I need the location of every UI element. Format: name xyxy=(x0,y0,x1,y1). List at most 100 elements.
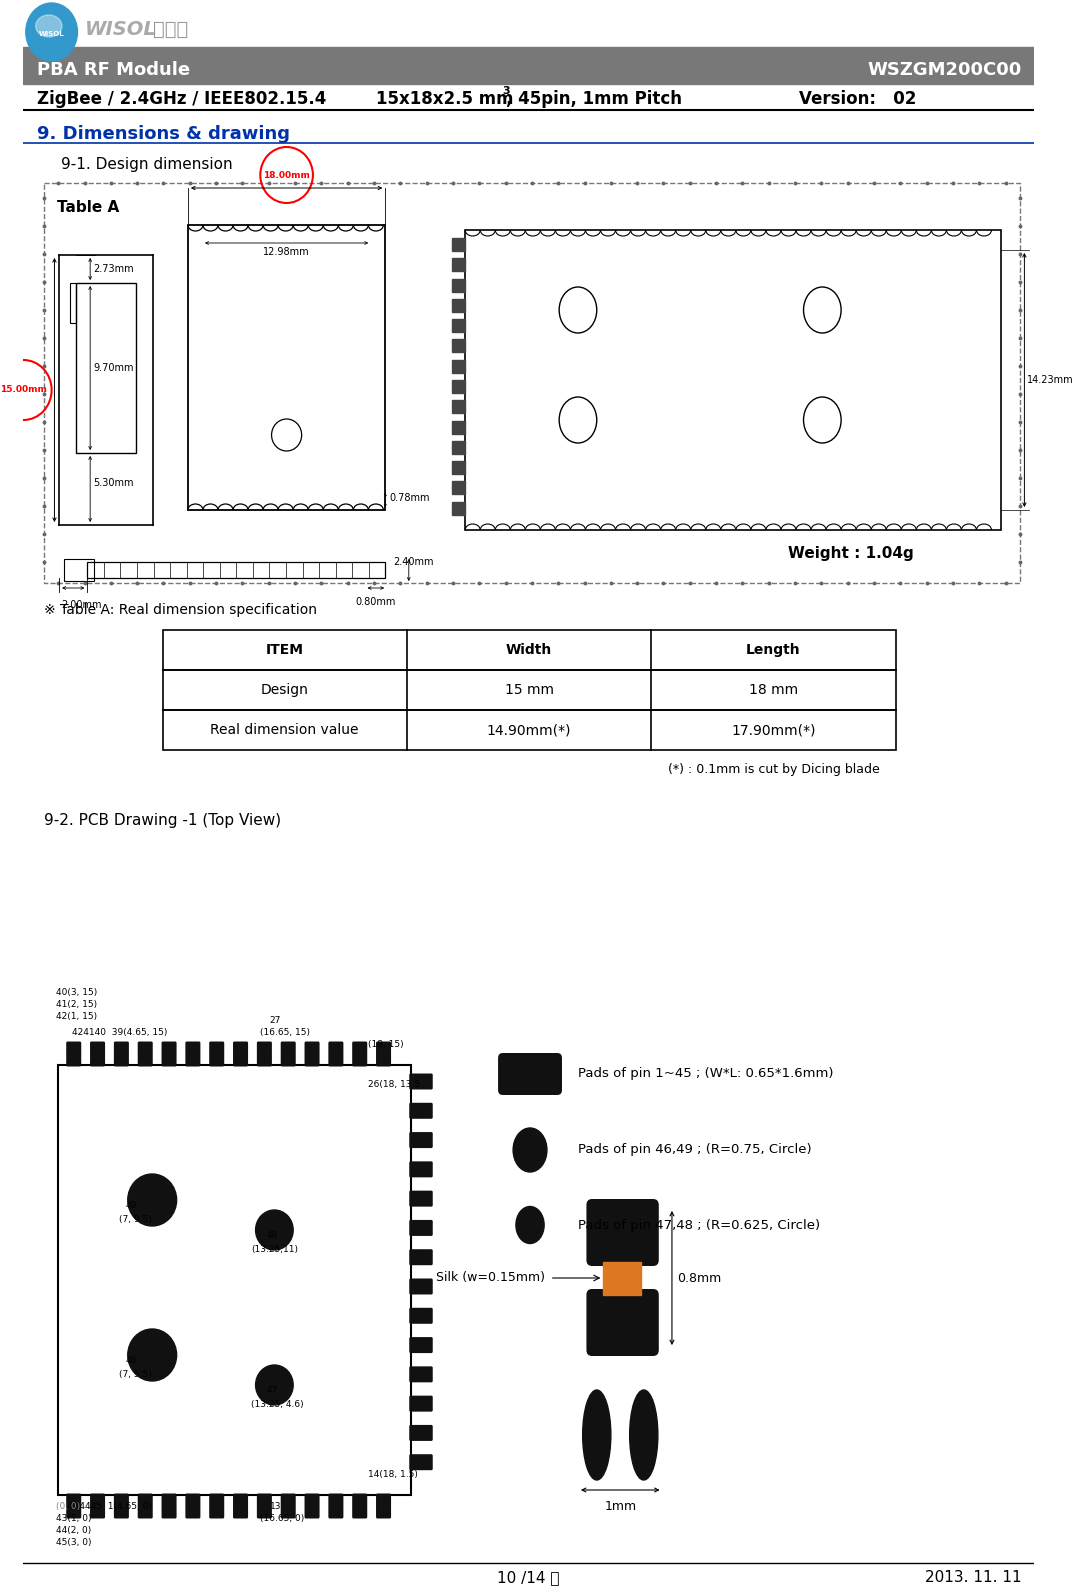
FancyBboxPatch shape xyxy=(410,1337,433,1352)
FancyBboxPatch shape xyxy=(410,1454,433,1470)
FancyBboxPatch shape xyxy=(410,1424,433,1442)
Circle shape xyxy=(256,1365,293,1405)
Text: PBA RF Module: PBA RF Module xyxy=(37,61,189,80)
Text: 434445  1(4.65, 0): 434445 1(4.65, 0) xyxy=(68,1502,152,1512)
FancyBboxPatch shape xyxy=(257,1494,272,1518)
FancyBboxPatch shape xyxy=(90,1494,105,1518)
Text: 와이솔: 와이솔 xyxy=(153,21,188,38)
Text: 14.23mm: 14.23mm xyxy=(1028,374,1074,386)
Bar xyxy=(452,237,465,252)
Bar xyxy=(452,441,465,454)
Text: 17.90mm(*): 17.90mm(*) xyxy=(731,723,816,738)
Circle shape xyxy=(128,1329,176,1381)
Text: Pads of pin 1~45 ; (W*L: 0.65*1.6mm): Pads of pin 1~45 ; (W*L: 0.65*1.6mm) xyxy=(578,1067,833,1080)
Text: 14(18, 1.5): 14(18, 1.5) xyxy=(369,1470,418,1478)
FancyBboxPatch shape xyxy=(161,1042,176,1066)
Bar xyxy=(162,629,895,671)
Ellipse shape xyxy=(35,14,62,37)
Text: Weight : 1.04g: Weight : 1.04g xyxy=(788,546,914,561)
FancyBboxPatch shape xyxy=(281,1042,296,1066)
Text: 9.70mm: 9.70mm xyxy=(94,363,133,373)
FancyBboxPatch shape xyxy=(498,1053,562,1094)
Text: 9-2. PCB Drawing -1 (Top View): 9-2. PCB Drawing -1 (Top View) xyxy=(44,812,282,827)
Text: Length: Length xyxy=(746,644,801,656)
Text: WSZGM200C00: WSZGM200C00 xyxy=(868,61,1021,80)
Text: ITEM: ITEM xyxy=(266,644,304,656)
FancyBboxPatch shape xyxy=(410,1249,433,1265)
Text: 10 /14 쪽: 10 /14 쪽 xyxy=(497,1571,559,1585)
FancyBboxPatch shape xyxy=(304,1494,319,1518)
Text: Pads of pin 46,49 ; (R=0.75, Circle): Pads of pin 46,49 ; (R=0.75, Circle) xyxy=(578,1144,812,1157)
Bar xyxy=(58,1066,411,1494)
Text: Silk (w=0.15mm): Silk (w=0.15mm) xyxy=(436,1271,545,1284)
Text: Real dimension value: Real dimension value xyxy=(211,723,359,738)
FancyBboxPatch shape xyxy=(185,1042,200,1066)
Circle shape xyxy=(256,1211,293,1251)
Bar xyxy=(452,299,465,312)
Bar xyxy=(452,502,465,515)
Circle shape xyxy=(128,1174,176,1227)
FancyBboxPatch shape xyxy=(376,1494,391,1518)
Text: (*) : 0.1mm is cut by Dicing blade: (*) : 0.1mm is cut by Dicing blade xyxy=(668,763,879,776)
Text: Width: Width xyxy=(506,644,553,656)
Text: (7, 9.5): (7, 9.5) xyxy=(119,1215,152,1223)
Text: Design: Design xyxy=(261,683,309,698)
Text: (16.65, 0): (16.65, 0) xyxy=(260,1513,304,1523)
FancyBboxPatch shape xyxy=(328,1494,343,1518)
Bar xyxy=(452,258,465,271)
Bar xyxy=(603,1262,641,1295)
Bar xyxy=(452,360,465,373)
Text: 0.8mm: 0.8mm xyxy=(677,1273,721,1286)
Ellipse shape xyxy=(516,1206,544,1244)
Text: 18.00mm: 18.00mm xyxy=(263,170,310,180)
FancyBboxPatch shape xyxy=(376,1042,391,1066)
Text: 26(18, 13.5: 26(18, 13.5 xyxy=(369,1080,420,1090)
Bar xyxy=(452,400,465,413)
Bar xyxy=(24,48,1034,84)
Text: 3: 3 xyxy=(502,86,510,96)
FancyBboxPatch shape xyxy=(138,1494,153,1518)
Bar xyxy=(162,710,895,750)
Bar xyxy=(452,279,465,292)
Text: (0, 0): (0, 0) xyxy=(56,1502,81,1512)
Bar xyxy=(188,225,385,510)
Text: ※ Table A: Real dimension specification: ※ Table A: Real dimension specification xyxy=(44,604,317,616)
FancyBboxPatch shape xyxy=(114,1042,129,1066)
Text: 1mm: 1mm xyxy=(604,1501,636,1513)
Text: 0.78mm: 0.78mm xyxy=(389,492,430,503)
Ellipse shape xyxy=(513,1128,547,1172)
FancyBboxPatch shape xyxy=(410,1367,433,1383)
FancyBboxPatch shape xyxy=(353,1042,368,1066)
Text: WISOL: WISOL xyxy=(39,30,64,37)
Bar xyxy=(452,339,465,352)
Bar xyxy=(76,284,137,452)
Text: 0.80mm: 0.80mm xyxy=(356,597,396,607)
Ellipse shape xyxy=(26,3,77,61)
Text: 13: 13 xyxy=(270,1502,282,1512)
FancyBboxPatch shape xyxy=(257,1042,272,1066)
FancyBboxPatch shape xyxy=(233,1042,248,1066)
FancyBboxPatch shape xyxy=(161,1494,176,1518)
Text: Version:   02: Version: 02 xyxy=(799,89,916,108)
Text: WISOL: WISOL xyxy=(85,21,156,38)
FancyBboxPatch shape xyxy=(410,1308,433,1324)
Text: (13.25, 4.6): (13.25, 4.6) xyxy=(250,1400,303,1408)
Text: 15x18x2.5 mm: 15x18x2.5 mm xyxy=(376,89,514,108)
Text: 9-1. Design dimension: 9-1. Design dimension xyxy=(61,158,232,172)
Text: Table A: Table A xyxy=(57,199,119,215)
Text: 2.00mm: 2.00mm xyxy=(61,601,101,610)
FancyBboxPatch shape xyxy=(410,1220,433,1236)
Text: 46: 46 xyxy=(126,1356,138,1365)
FancyBboxPatch shape xyxy=(304,1042,319,1066)
Text: 48: 48 xyxy=(267,1231,278,1239)
Text: 18 mm: 18 mm xyxy=(749,683,798,698)
FancyBboxPatch shape xyxy=(185,1494,200,1518)
FancyBboxPatch shape xyxy=(587,1200,659,1266)
Text: 40(3, 15): 40(3, 15) xyxy=(56,988,98,997)
Text: 5.30mm: 5.30mm xyxy=(94,478,133,487)
FancyBboxPatch shape xyxy=(353,1494,368,1518)
Text: Pads of pin 47,48 ; (R=0.625, Circle): Pads of pin 47,48 ; (R=0.625, Circle) xyxy=(578,1219,820,1231)
Text: 12.98mm: 12.98mm xyxy=(263,247,310,256)
Text: 2013. 11. 11: 2013. 11. 11 xyxy=(924,1571,1021,1585)
FancyBboxPatch shape xyxy=(210,1042,225,1066)
